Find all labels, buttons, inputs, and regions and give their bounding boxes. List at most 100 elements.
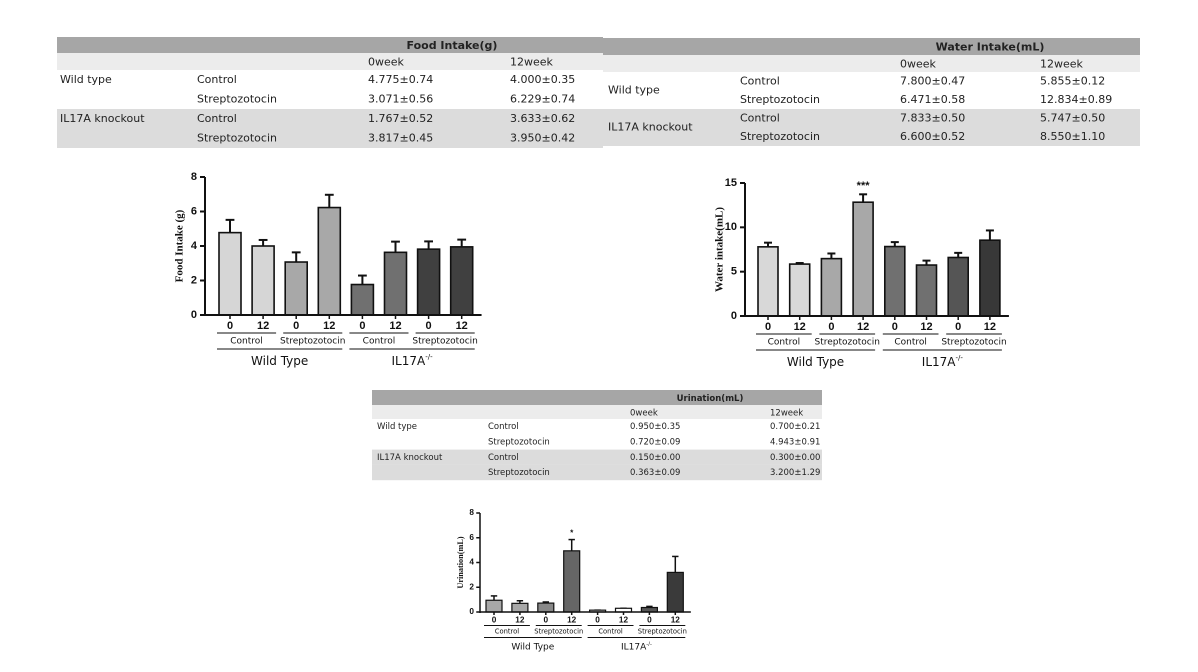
table-cell: 6.229±0.74 <box>510 92 575 105</box>
group-label: Streptozotocin <box>412 337 477 347</box>
bar <box>350 283 375 316</box>
table-cell: 5.747±0.50 <box>1040 111 1105 124</box>
x-tick-label: 0 <box>955 321 961 333</box>
bar <box>485 599 503 613</box>
supergroup-label: IL17A-/- <box>922 354 964 369</box>
table-row-band <box>603 127 1140 146</box>
x-tick-label: 12 <box>257 320 269 332</box>
y-tick-label: 2 <box>469 582 474 591</box>
supergroup-name: IL17A <box>621 642 647 652</box>
y-tick-label: 10 <box>725 221 737 233</box>
bar <box>511 602 529 613</box>
x-tick-label: 12 <box>857 321 869 333</box>
y-tick-label: 4 <box>191 240 198 252</box>
row-group: IL17A knockout <box>608 121 693 134</box>
bar <box>883 245 906 317</box>
bar <box>537 602 555 613</box>
supergroup-superscript: -/- <box>646 641 652 647</box>
x-tick-label: 0 <box>293 320 299 332</box>
x-tick-label: 12 <box>567 615 577 624</box>
bar <box>251 245 275 316</box>
bar <box>449 246 474 316</box>
row-group: Wild type <box>60 73 112 86</box>
table-cell: 7.833±0.50 <box>900 111 965 124</box>
table-cell: 4.775±0.74 <box>368 73 433 86</box>
bar <box>563 550 581 613</box>
table-row-band <box>57 128 603 148</box>
table-cell: 4.000±0.35 <box>510 73 575 86</box>
column-header: 12week <box>1040 58 1084 71</box>
x-tick-label: 0 <box>544 615 549 624</box>
table-cell: 4.943±0.91 <box>770 437 820 447</box>
table-title: Water Intake(mL) <box>936 41 1045 54</box>
row-label: Streptozotocin <box>197 92 277 105</box>
bar <box>284 261 309 316</box>
supergroup-name: IL17A <box>922 355 956 369</box>
x-tick-label: 12 <box>389 320 401 332</box>
row-label: Control <box>740 74 780 87</box>
column-header: 0week <box>368 56 405 69</box>
bar <box>218 231 242 316</box>
table-cell: 0.720±0.09 <box>630 437 680 447</box>
group-label: Control <box>598 628 623 636</box>
x-tick-label: 0 <box>647 615 652 624</box>
y-tick-label: 6 <box>191 205 197 217</box>
row-group: Wild type <box>608 84 660 97</box>
supergroup-label: IL17A-/- <box>621 641 652 652</box>
x-tick-label: 12 <box>456 320 468 332</box>
row-label: Streptozotocin <box>740 93 820 106</box>
row-label: Streptozotocin <box>740 130 820 143</box>
bar <box>317 206 342 316</box>
row-group: IL17A knockout <box>60 112 145 125</box>
bar <box>416 248 441 316</box>
table-header-band <box>372 390 822 405</box>
supergroup-label: Wild Type <box>787 355 844 369</box>
supergroup-superscript: -/- <box>955 354 963 362</box>
bar <box>979 239 1001 317</box>
y-tick-label: 15 <box>725 177 737 189</box>
supergroup-label: IL17A-/- <box>391 353 433 368</box>
bar <box>915 264 938 317</box>
table-cell: 0.363±0.09 <box>630 468 680 478</box>
table-title: Urination(mL) <box>677 394 744 404</box>
supergroup-name: Wild Type <box>511 642 554 652</box>
x-tick-label: 12 <box>619 615 629 624</box>
x-tick-label: 0 <box>227 320 233 332</box>
table-cell: 1.767±0.52 <box>368 112 433 125</box>
table-cell: 5.855±0.12 <box>1040 74 1105 87</box>
column-header: 0week <box>900 58 937 71</box>
bar <box>947 256 970 317</box>
y-tick-label: 0 <box>191 309 197 321</box>
table-cell: 0.700±0.21 <box>770 422 820 432</box>
group-label: Streptozotocin <box>534 628 583 636</box>
table-row-band <box>603 109 1140 128</box>
table-row-band <box>372 449 822 465</box>
row-group: IL17A knockout <box>377 453 443 463</box>
group-label: Control <box>495 628 520 636</box>
y-axis-label: Food Intake (g) <box>174 209 186 282</box>
table-header-band <box>603 38 1140 55</box>
table-cell: 12.834±0.89 <box>1040 93 1112 106</box>
row-label: Control <box>740 111 780 124</box>
table-header-band <box>57 37 603 53</box>
y-tick-label: 6 <box>469 533 474 542</box>
y-axis-label: Water intake(mL) <box>714 207 726 292</box>
y-axis-label: Urination(mL) <box>456 536 465 589</box>
row-group: Wild type <box>377 422 417 432</box>
table-subheader-band <box>57 53 603 70</box>
y-tick-label: 2 <box>191 274 197 286</box>
row-label: Control <box>197 112 237 125</box>
group-label: Streptozotocin <box>280 337 345 347</box>
row-label: Streptozotocin <box>197 131 277 144</box>
x-tick-label: 0 <box>426 320 432 332</box>
table-cell: 7.800±0.47 <box>900 74 965 87</box>
significance-label: *** <box>857 180 871 192</box>
table-cell: 6.600±0.52 <box>900 130 965 143</box>
y-tick-label: 8 <box>191 171 197 183</box>
y-tick-label: 4 <box>469 558 474 567</box>
x-tick-label: 0 <box>828 321 834 333</box>
group-label: Streptozotocin <box>638 628 687 636</box>
table-cell: 3.633±0.62 <box>510 112 575 125</box>
